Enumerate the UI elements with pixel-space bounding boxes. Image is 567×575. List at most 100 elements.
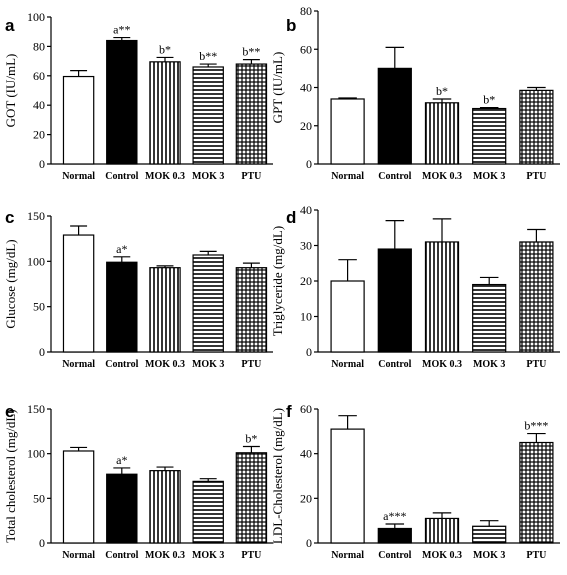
bar-normal — [330, 280, 365, 353]
x-tick-label: PTU — [526, 171, 546, 182]
chart-panel-d: d 0 10 20 30 40 Triglyceride (mg/dL) Normal Cont… — [270, 203, 560, 370]
y-tick-label: 0 — [39, 536, 45, 550]
x-tick-label: Normal — [62, 171, 95, 182]
bar-ptu — [519, 89, 554, 165]
y-tick-label: 20 — [300, 119, 312, 133]
x-tick-label: MOK 3 — [192, 359, 225, 370]
y-tick-label: 80 — [33, 39, 45, 53]
bar-mok-0-3 — [424, 241, 460, 353]
y-tick-label: 40 — [300, 203, 312, 217]
x-tick-label: Control — [378, 359, 411, 370]
bar-control — [377, 67, 412, 165]
bar-control — [106, 473, 138, 544]
bar-mok-3 — [472, 283, 507, 353]
y-tick-label: 20 — [33, 128, 45, 142]
bar-control — [377, 527, 412, 544]
y-tick-label: 0 — [306, 345, 312, 359]
x-tick-label: Normal — [62, 550, 95, 561]
x-tick-label: MOK 0.3 — [422, 359, 462, 370]
bar-mok-0-3 — [149, 267, 181, 353]
y-tick-label: 100 — [27, 10, 45, 24]
x-tick-label: MOK 0.3 — [145, 359, 185, 370]
chart-panel-c: c 0 50 100 150 Glucose (mg/dL) Normal a* Control… — [3, 208, 273, 370]
panel-letter: d — [286, 208, 296, 227]
panel-letter: c — [5, 208, 14, 227]
x-tick-label: Control — [378, 171, 411, 182]
bar-control — [377, 248, 412, 353]
x-tick-label: MOK 3 — [192, 171, 225, 182]
y-tick-label: 0 — [39, 345, 45, 359]
bar-mok-0-3 — [424, 102, 460, 165]
bar-normal — [330, 98, 365, 165]
significance-label: b* — [436, 84, 448, 98]
x-tick-label: MOK 3 — [192, 550, 225, 561]
y-tick-label: 60 — [300, 402, 312, 416]
y-tick-label: 0 — [306, 536, 312, 550]
y-tick-label: 150 — [27, 402, 45, 416]
bar-normal — [330, 428, 365, 544]
chart-panel-f: f 0 20 40 60 LDL-Cholesterol (mg/dL) Normal a**… — [270, 402, 560, 561]
y-tick-label: 30 — [300, 239, 312, 253]
bar-mok-3 — [472, 525, 507, 544]
y-axis-label: GOT (IU/mL) — [3, 54, 18, 128]
x-tick-label: Normal — [62, 359, 95, 370]
bar-normal — [62, 450, 95, 544]
x-tick-label: Normal — [331, 359, 364, 370]
panel-letter: a — [5, 16, 15, 35]
x-tick-label: Control — [105, 359, 138, 370]
x-tick-label: Control — [378, 550, 411, 561]
y-tick-label: 40 — [300, 81, 312, 95]
y-tick-label: 40 — [300, 447, 312, 461]
y-axis-label: Glucose (mg/dL) — [3, 239, 18, 328]
y-tick-label: 50 — [33, 300, 45, 314]
x-tick-label: PTU — [241, 171, 261, 182]
x-tick-label: MOK 0.3 — [145, 550, 185, 561]
x-tick-label: MOK 3 — [473, 550, 506, 561]
y-tick-label: 0 — [306, 157, 312, 171]
bar-ptu — [235, 63, 268, 165]
y-tick-label: 60 — [33, 69, 45, 83]
x-tick-label: Control — [105, 550, 138, 561]
bar-ptu — [519, 441, 554, 544]
x-tick-label: PTU — [526, 359, 546, 370]
y-tick-label: 20 — [300, 491, 312, 505]
significance-label: a*** — [383, 509, 406, 523]
y-axis-label: GPT (IU/mL) — [270, 52, 285, 124]
significance-label: b** — [199, 49, 217, 63]
y-axis-label: Triglyceride (mg/dL) — [270, 226, 285, 336]
bar-normal — [62, 75, 95, 165]
significance-label: b* — [483, 93, 495, 107]
significance-label: a** — [113, 23, 130, 37]
y-tick-label: 50 — [33, 491, 45, 505]
bar-mok-0-3 — [424, 517, 460, 544]
bar-ptu — [235, 452, 268, 544]
y-axis-label: LDL-Cholesterol (mg/dL) — [270, 408, 285, 544]
y-tick-label: 20 — [300, 274, 312, 288]
x-tick-label: MOK 3 — [473, 359, 506, 370]
x-tick-label: MOK 0.3 — [145, 171, 185, 182]
bar-control — [106, 261, 138, 353]
y-tick-label: 60 — [300, 42, 312, 56]
y-tick-label: 10 — [300, 310, 312, 324]
y-tick-label: 100 — [27, 254, 45, 268]
bar-ptu — [235, 267, 268, 353]
significance-label: b*** — [524, 419, 548, 433]
y-tick-label: 80 — [300, 4, 312, 18]
significance-label: b* — [245, 432, 257, 446]
bar-mok-3 — [192, 66, 224, 165]
bar-normal — [62, 234, 95, 353]
panel-letter: b — [286, 16, 296, 35]
significance-label: b** — [242, 45, 260, 59]
y-axis-label: Total cholesterol (mg/dL) — [3, 409, 18, 542]
x-tick-label: Normal — [331, 171, 364, 182]
significance-label: a* — [116, 453, 127, 467]
x-tick-label: Control — [105, 171, 138, 182]
x-tick-label: Normal — [331, 550, 364, 561]
chart-panel-e: e 0 50 100 150 Total cholesterol (mg/dL) Norma… — [3, 402, 273, 561]
bar-mok-0-3 — [149, 470, 181, 544]
bar-ptu — [519, 241, 554, 353]
x-tick-label: PTU — [241, 550, 261, 561]
chart-panel-b: b 0 20 40 60 80 GPT (IU/mL) Normal Control b* MOK … — [270, 4, 560, 182]
bar-mok-3 — [472, 107, 507, 165]
